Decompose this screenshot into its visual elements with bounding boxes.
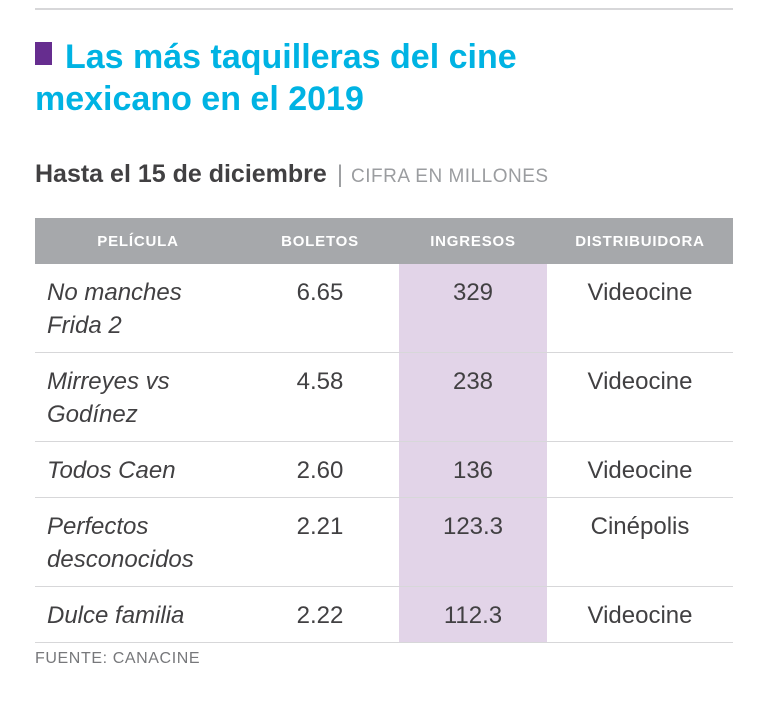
table-row: Mirreyes vs Godínez 4.58 238 Videocine xyxy=(35,352,733,442)
table-row: Perfectos desconocidos 2.21 123.3 Cinépo… xyxy=(35,497,733,587)
subtitle-text: Hasta el 15 de diciembre xyxy=(35,160,327,188)
column-header-distribuidora: DISTRIBUIDORA xyxy=(547,218,733,264)
table-row: No manches Frida 2 6.65 329 Videocine xyxy=(35,264,733,353)
distribuidora-value: Videocine xyxy=(547,441,733,498)
distribuidora-value: Videocine xyxy=(547,352,733,442)
boletos-value: 2.60 xyxy=(241,441,399,498)
boletos-value: 2.22 xyxy=(241,586,399,643)
column-header-pelicula: PELÍCULA xyxy=(35,218,241,264)
film-title: Todos Caen xyxy=(35,441,241,498)
column-header-boletos: BOLETOS xyxy=(241,218,399,264)
column-header-ingresos: INGRESOS xyxy=(399,218,547,264)
table-row: Todos Caen 2.60 136 Videocine xyxy=(35,441,733,498)
film-title: Mirreyes vs Godínez xyxy=(35,352,241,442)
distribuidora-value: Videocine xyxy=(547,264,733,353)
boletos-value: 2.21 xyxy=(241,497,399,587)
ingresos-value: 329 xyxy=(399,264,547,353)
page-title: Las más taquilleras del cine mexicano en… xyxy=(35,38,517,118)
distribuidora-value: Cinépolis xyxy=(547,497,733,587)
ingresos-value: 136 xyxy=(399,441,547,498)
film-title: Dulce familia xyxy=(35,586,241,643)
distribuidora-value: Videocine xyxy=(547,586,733,643)
subtitle: Hasta el 15 de diciembre | CIFRA EN MILLON… xyxy=(35,160,549,189)
table-header-row: PELÍCULA BOLETOS INGRESOS DISTRIBUIDORA xyxy=(35,218,733,264)
table-row: Dulce familia 2.22 112.3 Videocine xyxy=(35,586,733,643)
film-title: No manches Frida 2 xyxy=(35,264,241,353)
ingresos-value: 123.3 xyxy=(399,497,547,587)
top-divider xyxy=(35,8,733,10)
boletos-value: 6.65 xyxy=(241,264,399,353)
units-note: CIFRA EN MILLONES xyxy=(351,166,549,187)
subtitle-separator: | xyxy=(336,161,344,188)
source-note: FUENTE: CANACINE xyxy=(35,650,201,667)
accent-square xyxy=(35,42,52,65)
film-title: Perfectos desconocidos xyxy=(35,497,241,587)
boletos-value: 4.58 xyxy=(241,352,399,442)
ingresos-value: 238 xyxy=(399,352,547,442)
ingresos-value: 112.3 xyxy=(399,586,547,643)
box-office-table: PELÍCULA BOLETOS INGRESOS DISTRIBUIDORA … xyxy=(35,218,733,643)
